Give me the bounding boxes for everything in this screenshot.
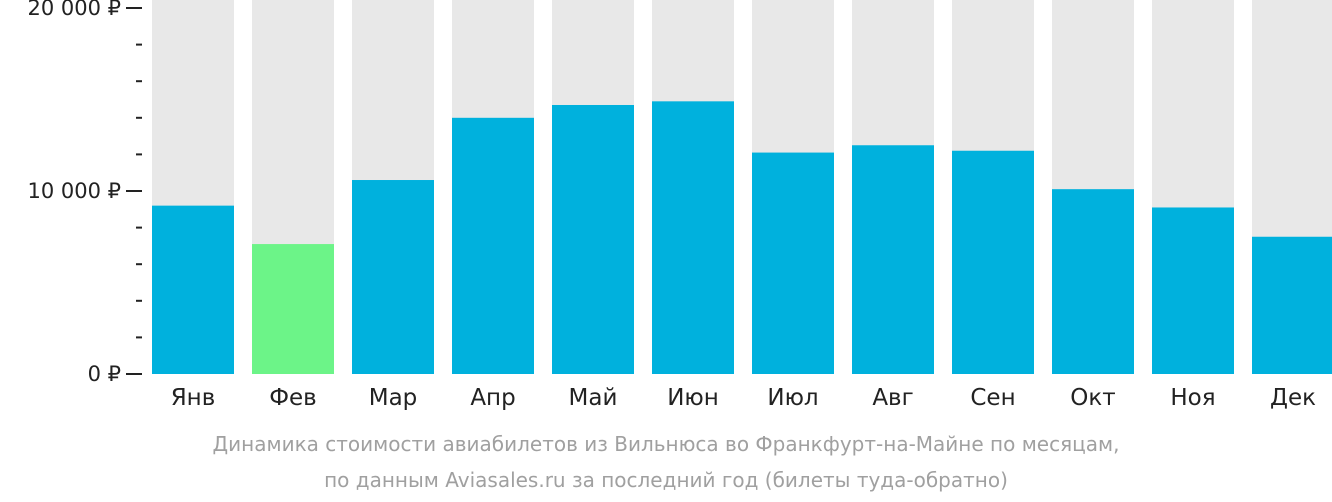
x-category-label: Авг xyxy=(872,385,913,411)
bar xyxy=(1152,207,1234,374)
bar xyxy=(352,180,434,374)
bars xyxy=(152,0,1332,375)
x-category-label: Дек xyxy=(1270,385,1316,411)
x-category-label: Фев xyxy=(269,385,317,411)
bar xyxy=(652,101,734,374)
bar xyxy=(952,150,1034,374)
y-tick-label: 0 ₽ xyxy=(88,362,121,386)
x-category-label: Мар xyxy=(369,385,418,411)
x-category-label: Окт xyxy=(1070,385,1115,411)
x-category-label: Апр xyxy=(470,385,515,411)
bar xyxy=(552,104,634,375)
bar xyxy=(852,145,934,374)
y-tick-label: 20 000 ₽ xyxy=(27,0,121,20)
price-bar-chart: 0 ₽ 10 000 ₽ 20 000 ₽ Янв Фев Мар Апр Май Июн Ию… xyxy=(27,0,1332,411)
chart-caption-line-1: Динамика стоимости авиабилетов из Вильню… xyxy=(212,432,1120,456)
x-axis-labels: Янв Фев Мар Апр Май Июн Июл Авг Сен Окт Ноя Дек xyxy=(171,385,1316,411)
bar xyxy=(152,205,234,374)
y-tick-label: 10 000 ₽ xyxy=(27,179,121,203)
bar xyxy=(1252,236,1332,374)
y-axis: 0 ₽ 10 000 ₽ 20 000 ₽ xyxy=(27,0,142,386)
x-category-label: Июл xyxy=(767,385,818,411)
x-category-label: Янв xyxy=(171,385,216,411)
x-category-label: Июн xyxy=(667,385,719,411)
bar-highlight xyxy=(252,244,334,374)
bar xyxy=(752,152,834,374)
x-category-label: Сен xyxy=(970,385,1015,411)
bar xyxy=(452,117,534,375)
chart-caption-line-2: по данным Aviasales.ru за последний год … xyxy=(324,468,1008,492)
bar xyxy=(1052,189,1134,374)
x-category-label: Май xyxy=(569,385,618,411)
x-category-label: Ноя xyxy=(1170,385,1215,411)
